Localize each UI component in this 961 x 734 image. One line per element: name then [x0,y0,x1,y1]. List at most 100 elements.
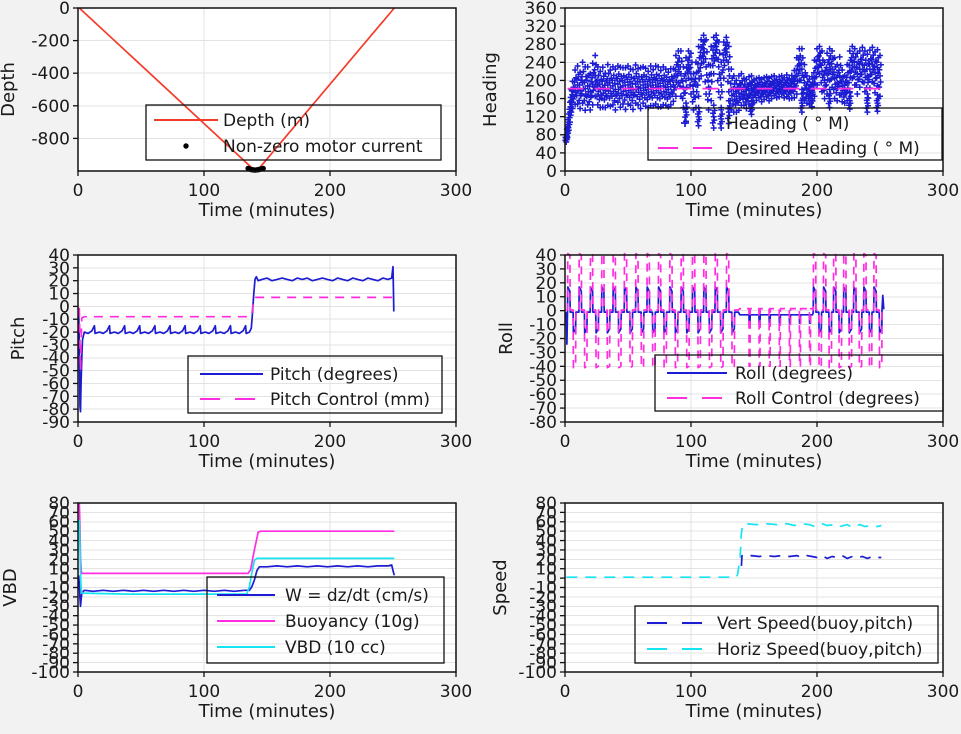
vbd-y-tick-label: -80 [42,644,70,664]
vbd-x-axis-title: Time (minutes) [198,701,336,722]
heading-x-tick-label: 100 [675,181,707,201]
legend-box [634,605,939,664]
speed-x-tick-label: 100 [675,682,707,702]
speed-y-tick-label: 50 [535,522,557,542]
w-dz-dt-cm-s-series [77,564,396,608]
roll-y-tick-label: -20 [529,329,557,349]
depth-y-tick-label: 0 [59,0,70,19]
heading-x-tick-label: 300 [927,181,959,201]
vbd-y-tick-label: -10 [42,578,70,598]
heading-y-axis-title: Heading [480,52,501,127]
pitch-y-tick-label: -80 [42,400,70,420]
tick-labels: 0 -200 -400 -600 -800 0 100 200 300 [31,0,472,201]
heading-m-series [562,32,884,145]
pitch-x-axis-title: Time (minutes) [198,451,336,472]
legend-dot-sample [183,143,189,149]
depth-y-tick-label: -600 [31,97,70,117]
speed-y-tick-label: 70 [535,503,557,523]
roll-legend: Roll (degrees) Roll Control (degrees) [654,354,944,412]
vbd-y-tick-label: 10 [48,560,70,580]
legend-box [654,354,944,412]
vert-speed-buoy-pitch-series [740,554,882,566]
speed-y-tick-label: 60 [535,513,557,533]
vbd-x-tick-label: 100 [188,682,220,702]
speed-y-tick-label: -20 [529,588,557,608]
legend-label: Vert Speed(buoy,pitch) [717,614,913,634]
vbd-y-tick-label: 40 [48,532,70,552]
tick-marks [73,254,457,427]
tick-marks [73,7,457,176]
pitch-x-tick-label: 0 [73,432,84,452]
heading-y-tick-label: 200 [525,71,557,91]
speed-y-tick-label: 10 [535,560,557,580]
vbd-y-tick-label: -90 [42,654,70,674]
pitch-x-tick-label: 100 [188,432,220,452]
speed-y-tick-label: 80 [535,494,557,514]
legend-label: Pitch Control (mm) [270,390,430,410]
roll-y-tick-label: 0 [546,302,557,322]
roll-y-tick-label: 20 [535,274,557,294]
pitch-degrees-series [77,265,395,413]
roll-y-tick-label: -80 [529,413,557,433]
vbd-y-tick-label: 70 [48,503,70,523]
speed-legend: Vert Speed(buoy,pitch) Horiz Speed(buoy,p… [634,605,939,664]
pitch-y-tick-label: -50 [42,362,70,382]
gridlines [78,255,456,422]
depth-x-tick-label: 200 [314,181,346,201]
legend-plus-sample [681,119,689,127]
legend-label: Heading ( ° M) [726,114,849,134]
legend-box [647,107,943,161]
depth-axes-frame [77,7,457,172]
tick-labels: 80706050403020100-10-20-30-40-50-60-70-8… [31,494,472,702]
roll-y-tick-label: 40 [535,246,557,266]
heading-y-tick-label: 0 [546,162,557,182]
roll-x-tick-label: 100 [675,432,707,452]
pitch-legend: Pitch (degrees) Pitch Control (mm) [187,355,443,414]
depth-plot-area [78,8,456,171]
speed-y-tick-label: -50 [529,616,557,636]
roll-y-tick-label: -70 [529,399,557,419]
tick-marks [560,502,944,677]
heading-y-tick-label: 320 [525,17,557,37]
depth-x-tick-label: 100 [188,181,220,201]
legend-label: Horiz Speed(buoy,pitch) [717,640,923,660]
speed-y-tick-label: 20 [535,550,557,570]
gridlines [78,503,456,672]
heading-y-tick-label: 160 [525,90,557,110]
roll-y-tick-label: -30 [529,343,557,363]
speed-y-tick-label: 0 [546,569,557,589]
roll-y-tick-label: -60 [529,385,557,405]
roll-y-tick-label: -50 [529,371,557,391]
depth-legend: Depth (m) Non-zero motor current [145,104,442,161]
vbd-y-tick-label: -100 [31,663,70,683]
vbd-legend: W = dz/dt (cm/s) Buoyancy (10g) VBD (10 cc… [206,576,445,664]
roll-y-axis-title: Roll [496,322,517,355]
tick-marks [73,502,457,677]
heading-y-tick-label: 80 [535,126,557,146]
gridlines [78,8,456,171]
vbd-y-tick-label: 30 [48,541,70,561]
vbd-y-tick-label: -70 [42,635,70,655]
heading-y-tick-label: 240 [525,53,557,73]
legend-label: Pitch (degrees) [270,365,399,385]
tick-labels: 80706050403020100-10-20-30-40-50-60-70-8… [518,494,959,702]
pitch-y-tick-label: -10 [42,310,70,330]
vbd-y-tick-label: -60 [42,625,70,645]
roll-y-tick-label: -10 [529,316,557,336]
speed-y-tick-label: -80 [529,644,557,664]
roll-y-tick-label: 30 [535,260,557,280]
speed-y-axis-title: Speed [490,559,511,615]
depth-y-tick-label: -400 [31,64,70,84]
tick-marks [560,254,944,427]
speed-y-tick-label: -100 [518,663,557,683]
legend-label: Roll (degrees) [735,364,853,384]
roll-x-tick-label: 300 [927,432,959,452]
vbd-x-tick-label: 0 [73,682,84,702]
heading-x-tick-label: 200 [801,181,833,201]
speed-y-tick-label: -70 [529,635,557,655]
depth-x-tick-label: 300 [440,181,472,201]
